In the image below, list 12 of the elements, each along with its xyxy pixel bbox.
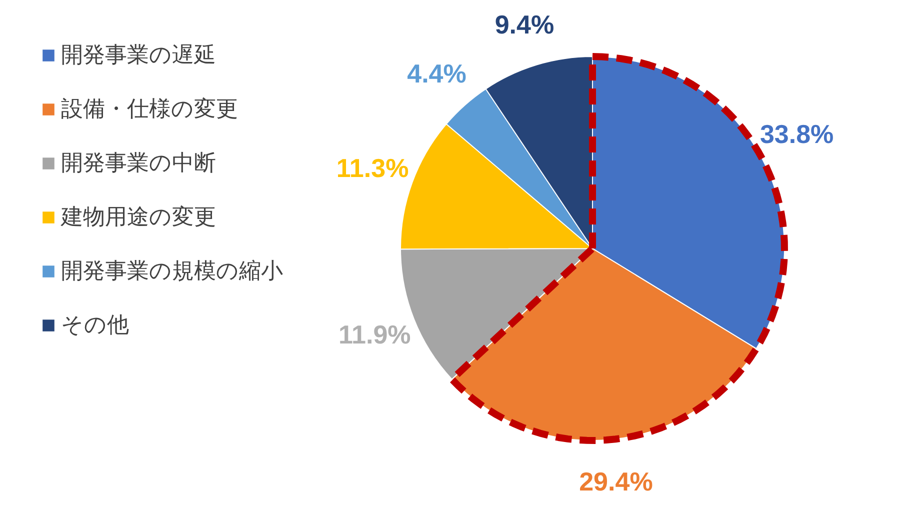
data-label: 29.4% <box>579 466 653 497</box>
legend-label: 設備・仕様の変更 <box>61 96 238 124</box>
legend-label: 開発事業の規模の縮小 <box>61 258 283 286</box>
legend-label: 建物用途の変更 <box>61 204 216 232</box>
legend-label: その他 <box>61 312 129 340</box>
legend-label: 開発事業の中断 <box>61 150 216 178</box>
data-label: 33.8% <box>760 118 834 149</box>
data-label: 4.4% <box>407 58 466 89</box>
data-label: 11.3% <box>336 152 409 183</box>
data-label: 9.4% <box>494 9 554 40</box>
legend-label: 開発事業の遅延 <box>61 42 216 70</box>
data-label: 11.9% <box>338 320 411 350</box>
